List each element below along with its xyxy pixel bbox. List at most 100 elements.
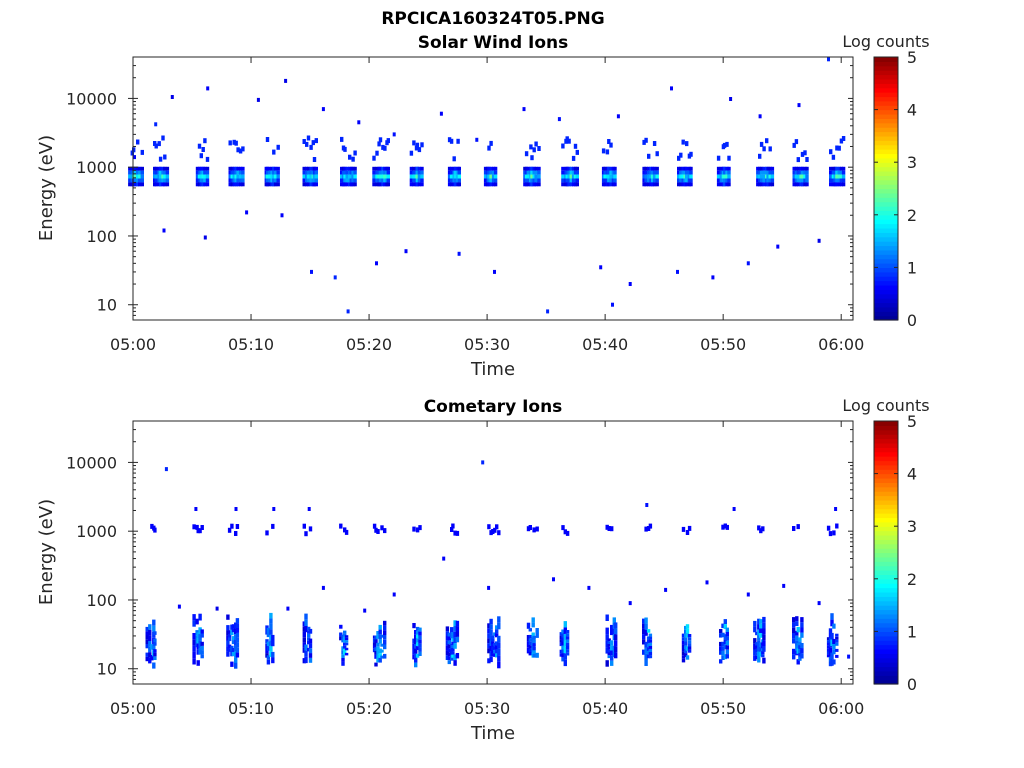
burst-cell (603, 178, 607, 183)
burst-cell (483, 170, 488, 175)
burst-cell (687, 640, 692, 644)
burst-cell (273, 170, 278, 175)
burst-cell (345, 166, 349, 171)
burst-cell (231, 624, 236, 629)
burst-cell (609, 142, 613, 148)
burst-cell (489, 166, 493, 171)
burst-cell (196, 632, 200, 638)
burst-cell (372, 642, 377, 646)
burst-cell (610, 645, 614, 651)
colorbar-segment (874, 170, 898, 176)
burst-cell (447, 174, 452, 179)
data-point (154, 122, 158, 127)
burst-cell (197, 170, 202, 175)
burst-cell (306, 178, 311, 183)
burst-cell (227, 527, 232, 533)
burst-cell (306, 170, 311, 175)
burst-cell (161, 170, 165, 175)
burst-cell (792, 617, 796, 623)
colorbar-segment (874, 644, 898, 650)
burst-cell (200, 641, 204, 646)
burst-cell (265, 182, 270, 187)
burst-cell (344, 652, 349, 656)
burst-cell (647, 170, 651, 175)
burst-cell (199, 153, 203, 159)
burst-cell (603, 166, 607, 171)
burst-cell (349, 178, 353, 183)
burst-cell (305, 174, 309, 179)
burst-cell (453, 660, 457, 666)
colorbar-segment (874, 149, 898, 155)
burst-cell (759, 528, 763, 534)
colorbar-segment (874, 499, 898, 505)
colorbar-segment (874, 473, 898, 479)
burst-cell (128, 174, 132, 179)
burst-cell (644, 617, 648, 624)
burst-cell (679, 166, 683, 171)
burst-cell (415, 630, 420, 635)
burst-cell (414, 644, 418, 649)
burst-cell (269, 623, 273, 630)
burst-cell (644, 647, 648, 654)
burst-cell (528, 638, 532, 642)
burst-cell (197, 143, 202, 149)
burst-cell (561, 182, 565, 187)
burst-cell (679, 152, 683, 158)
burst-cell (453, 178, 458, 183)
burst-cell (642, 628, 646, 635)
burst-cell (762, 622, 766, 629)
burst-cell (414, 630, 418, 635)
burst-cell (794, 139, 799, 145)
burst-cell (230, 629, 234, 636)
burst-cell (351, 178, 355, 183)
data-point (732, 507, 736, 511)
burst-cell (613, 182, 617, 187)
burst-cell (487, 658, 491, 664)
burst-cell (314, 182, 318, 187)
burst-cell (269, 645, 273, 652)
y-tick-label: 10 (97, 660, 117, 679)
burst-cell (766, 174, 770, 179)
burst-cell (308, 638, 313, 644)
burst-cell (304, 650, 308, 657)
burst-cell (483, 182, 488, 187)
burst-cell (409, 178, 414, 183)
colorbar-segment (874, 232, 898, 238)
burst-cell (652, 182, 657, 187)
colorbar-segment (874, 486, 898, 492)
burst-cell (339, 632, 343, 637)
burst-cell (378, 634, 382, 639)
burst-cell (353, 178, 357, 183)
burst-cell (832, 649, 836, 655)
burst-cell (487, 643, 491, 649)
burst-cell (756, 166, 760, 171)
burst-cell (453, 170, 458, 175)
burst-cell (803, 166, 807, 171)
burst-cell (304, 626, 308, 633)
burst-cell (561, 641, 565, 646)
data-point (552, 577, 555, 582)
burst-cell (491, 529, 495, 534)
burst-cell (495, 524, 499, 530)
burst-cell (719, 629, 723, 634)
burst-cell (276, 178, 280, 183)
burst-cell (205, 166, 210, 171)
colorbar-segment (874, 197, 898, 203)
burst-cell (236, 182, 240, 187)
burst-cell (447, 170, 452, 175)
burst-cell (445, 640, 450, 646)
burst-cell (681, 526, 686, 532)
burst-cell (134, 178, 138, 183)
burst-cell (415, 182, 420, 187)
burst-cell (826, 525, 831, 531)
burst-cell (681, 166, 685, 171)
data-point (758, 114, 762, 119)
burst-cell (241, 178, 245, 183)
burst-cell (417, 166, 422, 171)
burst-cell (412, 178, 416, 183)
colorbar-segment (874, 451, 898, 457)
burst-cell (376, 658, 380, 663)
burst-cell (758, 178, 762, 183)
burst-cell (652, 141, 657, 146)
spectrogram-solar-wind (128, 57, 846, 314)
